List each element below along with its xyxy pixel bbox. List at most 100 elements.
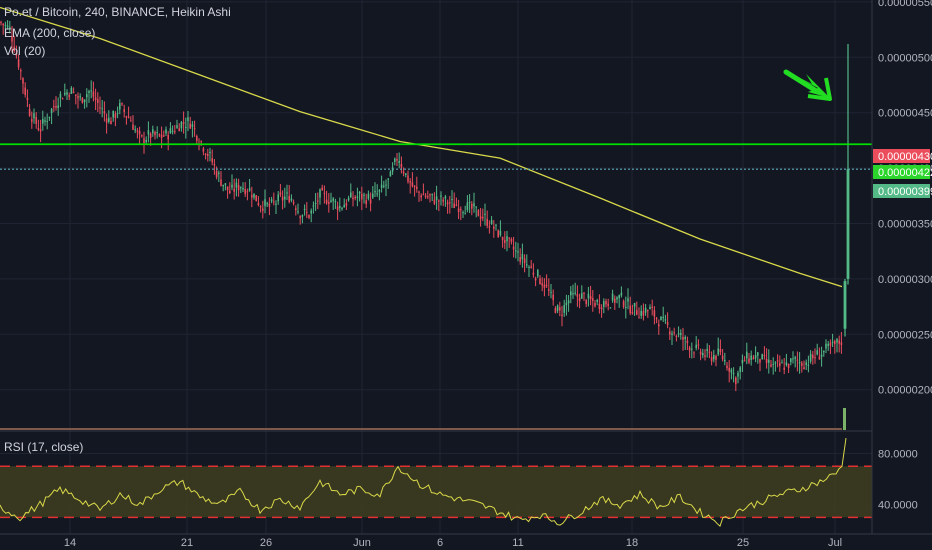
- volume-spike: [843, 408, 846, 430]
- candle-body: [268, 203, 271, 207]
- candle-body: [699, 351, 702, 355]
- candle-body: [405, 173, 407, 175]
- candle-body: [603, 301, 605, 307]
- candle-body: [592, 298, 594, 301]
- candle-body: [334, 201, 337, 203]
- candle-body: [651, 306, 653, 308]
- candle-body: [138, 130, 141, 135]
- candle-body: [336, 206, 339, 211]
- candle-body: [50, 108, 53, 114]
- candle-body: [99, 107, 101, 109]
- candle-body: [400, 163, 403, 168]
- candle-body: [583, 292, 585, 294]
- candle-body: [574, 292, 576, 294]
- candle-body: [97, 99, 99, 103]
- candle-body: [512, 246, 515, 250]
- candle-body: [497, 230, 499, 238]
- candle-body: [15, 52, 18, 56]
- candle-body: [576, 294, 579, 297]
- candle-body: [409, 181, 411, 183]
- candle-body: [44, 120, 46, 122]
- candle-body: [611, 293, 614, 301]
- candle-body: [262, 208, 264, 211]
- candle-body: [708, 351, 711, 353]
- candle-body: [607, 303, 609, 307]
- candle-body: [490, 220, 493, 224]
- candle-body: [726, 365, 728, 369]
- candle-body: [724, 359, 726, 362]
- candle-body: [141, 135, 143, 137]
- candle-body: [275, 203, 277, 205]
- rsi-tick-label: 40.0000: [878, 500, 918, 512]
- candle-body: [563, 305, 565, 313]
- candle-body: [717, 348, 719, 355]
- candle-body: [112, 110, 114, 118]
- candle-body: [207, 153, 209, 156]
- candle-body: [64, 92, 66, 95]
- candle-body: [220, 179, 222, 186]
- candle-body: [730, 369, 733, 373]
- candle-body: [279, 192, 282, 195]
- candle-body: [792, 358, 794, 360]
- candle-body: [752, 357, 755, 360]
- candle-body: [530, 266, 532, 268]
- candle-body: [834, 341, 836, 345]
- candle-body: [235, 182, 238, 188]
- candle-body: [70, 87, 73, 94]
- x-tick-label: 6: [437, 537, 443, 549]
- candle-body: [233, 188, 235, 192]
- candle-body: [572, 293, 574, 295]
- ema-200-line: [0, 6, 843, 288]
- candle-body: [618, 295, 620, 299]
- candle-body: [785, 362, 788, 365]
- candle-body: [550, 291, 552, 293]
- candle-body: [554, 308, 557, 313]
- candle-body: [750, 355, 752, 360]
- candle-body: [565, 302, 568, 306]
- candle-body: [673, 332, 675, 334]
- candle-body: [585, 300, 587, 305]
- price-tag: [873, 184, 930, 198]
- candle-body: [801, 362, 803, 366]
- candle-body: [407, 175, 409, 182]
- candle-body: [770, 364, 772, 367]
- candle-body: [57, 105, 59, 109]
- candle-body: [537, 270, 539, 277]
- candle-body: [321, 187, 323, 191]
- candle-body: [88, 91, 90, 93]
- candle-body: [823, 350, 825, 353]
- candle-body: [134, 129, 136, 131]
- candle-body: [433, 199, 436, 204]
- candle-body: [6, 25, 9, 28]
- candle-body: [521, 253, 524, 260]
- price-tag-label: 0.00000422: [878, 167, 932, 179]
- candle-body: [682, 336, 684, 340]
- candle-body: [763, 354, 766, 356]
- candle-body: [774, 362, 777, 364]
- candle-body: [211, 158, 213, 163]
- candle-body: [570, 291, 572, 296]
- candle-body: [757, 352, 759, 356]
- candle-body: [242, 187, 244, 190]
- candle-body: [517, 251, 519, 253]
- candle-body: [495, 224, 497, 226]
- candle-body: [431, 193, 433, 195]
- candle-body: [449, 202, 451, 204]
- candle-body: [347, 198, 350, 201]
- candle-body: [754, 355, 757, 359]
- candle-body: [339, 206, 341, 208]
- candle-body: [759, 359, 761, 363]
- candle-body: [281, 196, 284, 201]
- candle-body: [561, 314, 563, 316]
- candle-body: [244, 188, 246, 195]
- candle-body: [455, 204, 458, 206]
- candle-body: [424, 195, 427, 198]
- candle-body: [748, 358, 750, 363]
- volume-bars: [0, 408, 846, 430]
- candle-body: [649, 307, 651, 310]
- price-levels: [0, 143, 872, 170]
- candle-body: [653, 310, 656, 317]
- candle-body: [383, 185, 385, 187]
- candle-body: [39, 129, 42, 132]
